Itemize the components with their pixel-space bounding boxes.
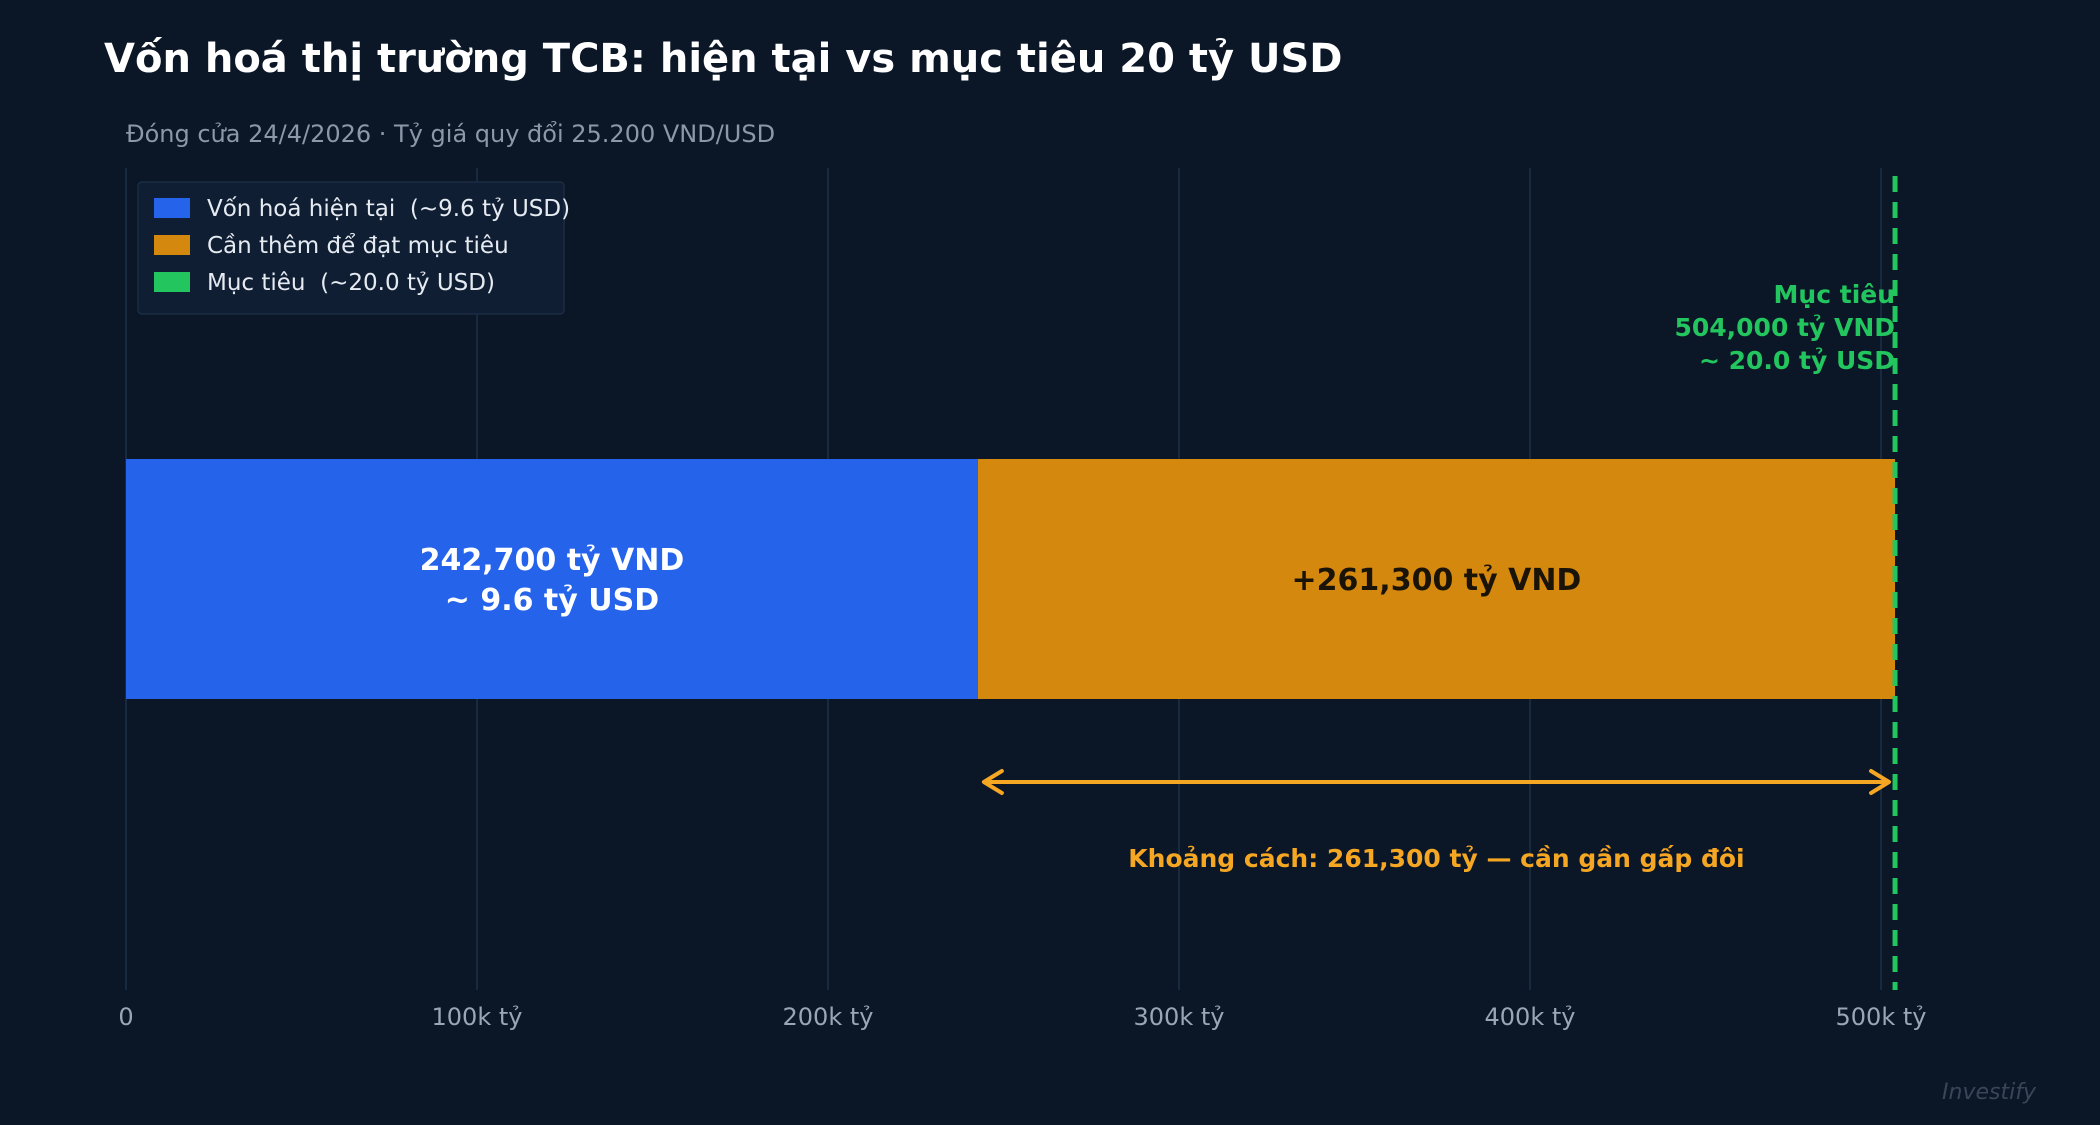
- legend: Vốn hoá hiện tại (~9.6 tỷ USD) Cần thêm đ…: [137, 181, 570, 315]
- gap-annotation-label: Khoảng cách: 261,300 tỷ — cần gần gấp đô…: [1128, 844, 1744, 873]
- chart-title: Vốn hoá thị trường TCB: hiện tại vs mục …: [104, 36, 1343, 82]
- legend-entry-label: Vốn hoá hiện tại (~9.6 tỷ USD): [207, 196, 570, 222]
- bar-current: [126, 459, 978, 699]
- target-label: ~ 20.0 tỷ USD: [1699, 346, 1895, 375]
- legend-entry-label: Cần thêm để đạt mục tiêu: [207, 233, 509, 259]
- x-tick-label: 500k tỷ: [1836, 1003, 1927, 1031]
- chart-subtitle: Đóng cửa 24/4/2026 · Tỷ giá quy đổi 25.2…: [126, 120, 776, 148]
- annotations: Mục tiêu 504,000 tỷ VND ~ 20.0 tỷ USD Khoản…: [981, 176, 1898, 990]
- bar-data-label: ~ 9.6 tỷ USD: [445, 583, 659, 618]
- x-tick-label: 0: [118, 1003, 133, 1031]
- bar-gap: [977, 459, 1896, 699]
- x-tick-label: 100k tỷ: [432, 1003, 523, 1031]
- legend-swatch-target: [154, 272, 190, 292]
- legend-box: [137, 181, 565, 315]
- x-tick-label: 300k tỷ: [1134, 1003, 1225, 1031]
- bar-data-label: 242,700 tỷ VND: [420, 543, 685, 578]
- x-axis-ticks: 0 100k tỷ 200k tỷ 300k tỷ 400k tỷ 500k tỷ: [118, 1003, 1926, 1031]
- bar-data-label: +261,300 tỷ VND: [1292, 563, 1582, 598]
- x-tick-label: 400k tỷ: [1485, 1003, 1576, 1031]
- watermark: Investify: [1942, 1080, 2036, 1105]
- legend-swatch-gap: [154, 235, 190, 255]
- gap-arrow-left-head: [981, 769, 1004, 795]
- bars: 242,700 tỷ VND ~ 9.6 tỷ USD +261,300 tỷ VN…: [126, 459, 1896, 699]
- x-tick-label: 200k tỷ: [783, 1003, 874, 1031]
- gap-arrow-right-head: [1869, 769, 1892, 795]
- target-label: 504,000 tỷ VND: [1674, 313, 1895, 342]
- legend-swatch-current: [154, 198, 190, 218]
- target-label: Mục tiêu: [1774, 280, 1895, 309]
- legend-entry-label: Mục tiêu (~20.0 tỷ USD): [207, 270, 495, 296]
